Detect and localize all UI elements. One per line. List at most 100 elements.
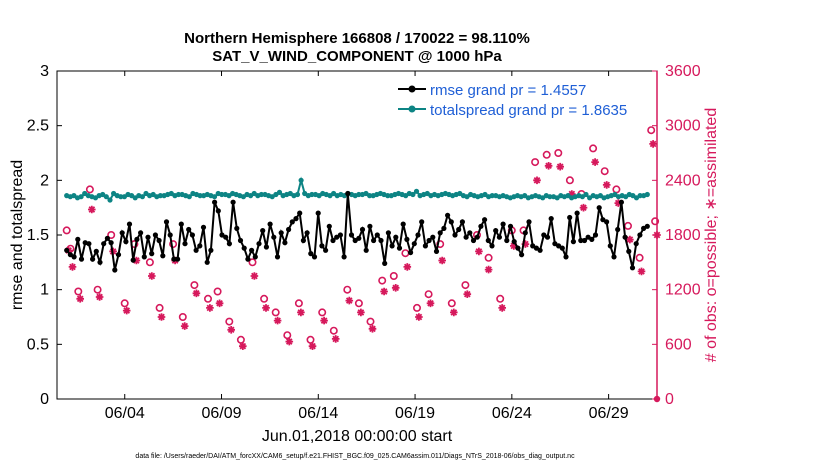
- obs-assimilated-point: [602, 181, 611, 189]
- y-left-tick-label: 3: [40, 63, 49, 80]
- rmse-point: [404, 236, 410, 242]
- obs-possible-point: [120, 299, 129, 308]
- rmse-point: [293, 216, 299, 222]
- obs-possible-point: [424, 290, 433, 299]
- rmse-point: [75, 236, 81, 242]
- rmse-point: [389, 243, 395, 249]
- rmse-point: [208, 247, 214, 253]
- rmse-point: [482, 217, 488, 223]
- obs-possible-point: [600, 167, 609, 176]
- rmse-point: [93, 248, 99, 254]
- rmse-point: [411, 241, 417, 247]
- obs-possible-point: [271, 308, 280, 317]
- obs-assimilated-point: [250, 272, 259, 280]
- rmse-point: [441, 225, 447, 231]
- rmse-point: [629, 265, 636, 271]
- rmse-point: [526, 219, 532, 225]
- rmse-point: [448, 219, 454, 225]
- footer-datafile: data file: /Users/raeder/DAI/ATM_forcXX/…: [135, 453, 575, 460]
- totalspread-point: [175, 191, 182, 198]
- x-axis-label: Jun.01,2018 00:00:00 start: [262, 428, 453, 445]
- totalspread-point: [276, 189, 283, 195]
- obs-possible-point: [635, 253, 644, 262]
- rmse-point: [500, 221, 506, 227]
- rmse-point: [644, 223, 650, 229]
- rmse-point: [263, 244, 269, 250]
- obs-possible-point: [647, 126, 656, 135]
- totalspread-point: [413, 188, 420, 194]
- y-left-tick-label: 2.5: [27, 118, 49, 135]
- rmse-point: [452, 232, 458, 238]
- rmse-point: [507, 223, 514, 229]
- totalspread-point: [644, 191, 650, 198]
- obs-assimilated-point: [227, 326, 235, 334]
- totalspread-point: [186, 194, 192, 200]
- rmse-point: [197, 243, 203, 249]
- rmse-point: [348, 232, 355, 238]
- rmse-point: [297, 210, 303, 216]
- rmse-point: [330, 237, 336, 244]
- obs-possible-point: [155, 303, 164, 312]
- rmse-point: [326, 223, 332, 229]
- rmse-point: [182, 241, 188, 247]
- rmse-point: [359, 226, 366, 233]
- obs-possible-point: [343, 285, 352, 294]
- rmse-point: [141, 254, 147, 260]
- obs-assimilated-point: [649, 140, 657, 148]
- obs-series: [62, 126, 661, 403]
- rmse-point: [570, 239, 577, 245]
- legend: rmse grand pr = 1.4557 totalspread grand…: [393, 78, 655, 119]
- obs-assimilated-point: [475, 247, 483, 256]
- rmse-point: [363, 247, 369, 253]
- y-left-tick-label: 0.5: [27, 336, 49, 353]
- obs-assimilated-point: [521, 240, 530, 248]
- rmse-point: [108, 240, 114, 246]
- obs-possible-point: [260, 294, 269, 303]
- rmse-point: [522, 230, 528, 236]
- legend-spread-label: totalspread grand pr = 1.8635: [430, 102, 627, 119]
- x-tick-label: 06/29: [589, 405, 629, 422]
- totalspread-point: [219, 191, 225, 198]
- chart-title-line2: SAT_V_WIND_COMPONENT @ 1000 hPa: [212, 48, 502, 65]
- rmse-point: [459, 219, 465, 225]
- chart-title-line1: Northern Hemisphere 166808 / 170022 = 98…: [184, 30, 530, 47]
- rmse-point: [607, 243, 613, 249]
- obs-assimilated-point: [308, 342, 317, 350]
- obs-possible-point: [378, 276, 387, 285]
- rmse-point: [126, 221, 133, 227]
- rmse-point: [581, 237, 588, 244]
- rmse-point: [618, 199, 625, 205]
- rmse-point: [230, 199, 236, 205]
- rmse-point: [345, 190, 351, 197]
- obs-assimilated-point: [438, 256, 446, 265]
- rmse-point: [186, 226, 192, 233]
- rmse-point: [167, 232, 173, 238]
- obs-assimilated-point: [76, 295, 84, 303]
- rmse-point: [249, 247, 255, 253]
- rmse-point: [260, 228, 266, 234]
- obs-assimilated-point: [653, 231, 661, 239]
- rmse-point: [138, 230, 144, 236]
- obs-possible-point: [213, 287, 222, 296]
- rmse-point: [145, 234, 151, 240]
- rmse-point: [300, 237, 306, 244]
- rmse-point: [282, 240, 288, 246]
- y-right-tick-label: 600: [665, 336, 692, 353]
- obs-assimilated-point: [285, 337, 294, 346]
- rmse-point: [415, 232, 421, 238]
- rmse-point: [374, 232, 380, 238]
- rmse-point: [267, 221, 273, 227]
- obs-possible-point: [531, 158, 540, 167]
- obs-assimilated-point: [463, 290, 472, 298]
- rmse-point: [97, 259, 103, 265]
- rmse-point: [286, 226, 292, 233]
- obs-assimilated-point: [380, 287, 388, 296]
- rmse-point: [637, 232, 643, 238]
- obs-possible-point: [93, 285, 102, 294]
- obs-possible-point: [178, 312, 187, 321]
- obs-assimilated-point: [579, 203, 588, 212]
- totalspread-point: [637, 193, 643, 199]
- rmse-point: [548, 216, 554, 222]
- rmse-point: [611, 254, 617, 260]
- rmse-point: [559, 245, 565, 251]
